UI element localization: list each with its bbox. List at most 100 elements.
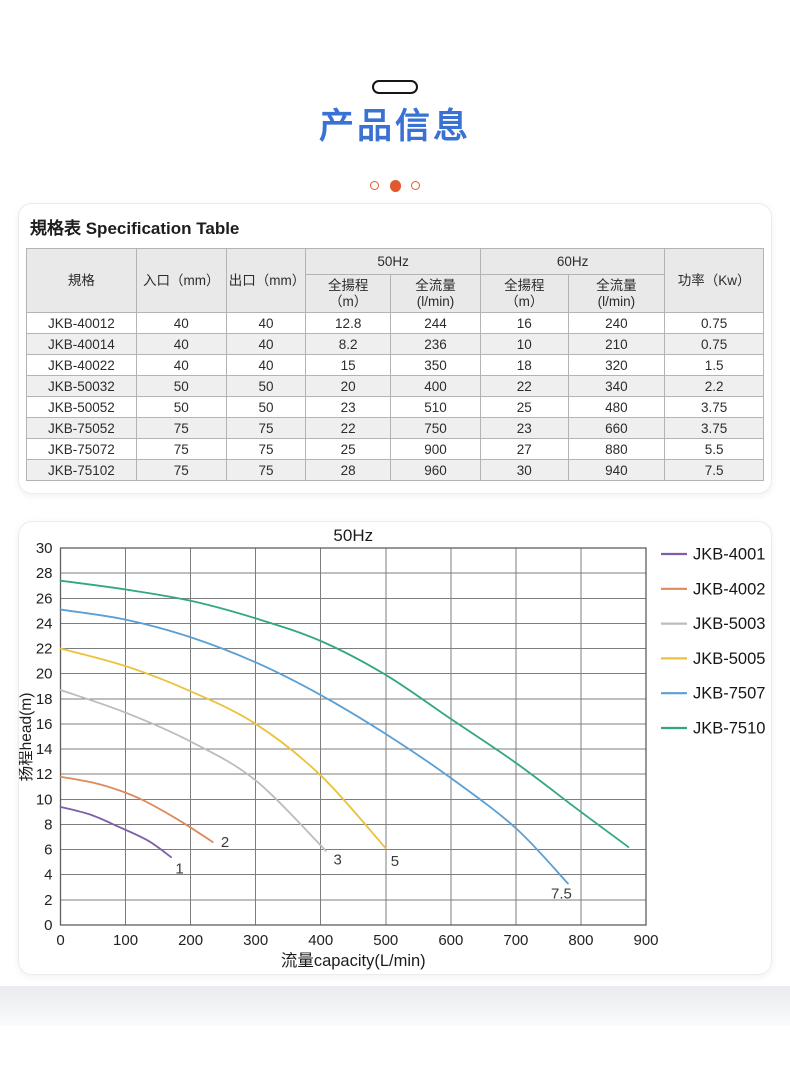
spec-cell: 750 [390, 417, 481, 439]
spec-cell: 40 [225, 312, 307, 334]
col-header-head-60hz: 全揚程 （m） [479, 274, 569, 313]
spec-cell: 16 [479, 312, 569, 334]
spec-cell: JKB-50032 [26, 375, 137, 397]
spec-cell: JKB-40022 [26, 354, 137, 376]
spec-table-body: JKB-40012 40 40 12.8 244 16 240 0.75 JKB-40014 40… [26, 312, 764, 481]
dot-solid-center [389, 179, 401, 192]
legend-item-JKB-4001: JKB-4001 [661, 546, 765, 564]
legend-item-JKB-5005: JKB-5005 [661, 650, 765, 668]
x-axis-label: 流量capacity(L/min) [281, 951, 426, 970]
legend-label: JKB-5005 [693, 650, 765, 668]
spec-cell: JKB-75072 [26, 438, 137, 460]
spec-cell: 22 [479, 375, 569, 397]
x-tick-label: 400 [308, 932, 333, 949]
spec-cell: 0.75 [664, 333, 764, 355]
spec-cell: 244 [390, 312, 481, 334]
spec-cell: 510 [390, 396, 481, 418]
col-header-outlet: 出口（mm） [225, 248, 307, 313]
spec-cell: 75 [225, 459, 307, 481]
legend-item-JKB-4002: JKB-4002 [661, 580, 765, 598]
spec-cell: 50 [225, 396, 307, 418]
spec-cell: 400 [390, 375, 481, 397]
spec-table-row: JKB-50032 50 50 20 400 22 340 2.2 [26, 375, 764, 397]
series-curve-JKB-5005 [59, 647, 387, 850]
x-tick-label: 600 [438, 932, 463, 949]
col-header-flow-60hz: 全流量 (l/min) [567, 274, 666, 313]
x-tick-label: 900 [633, 932, 658, 949]
col-group-50hz: 50Hz [305, 248, 481, 275]
spec-table: 規格 入口（mm） 出口（mm） 50Hz 60Hz 功率（Kw） 全揚程 （m… [26, 248, 764, 481]
y-tick-label: 24 [36, 615, 53, 632]
spec-cell: JKB-75102 [26, 459, 137, 481]
curve-end-label: 2 [221, 834, 229, 851]
y-axis-label: 扬程head(m) [19, 693, 35, 782]
y-tick-label: 30 [36, 540, 53, 557]
legend-label: JKB-7510 [693, 720, 765, 738]
y-tick-label: 14 [36, 741, 53, 758]
spec-cell: 25 [305, 438, 392, 460]
header-pill-decoration [372, 80, 418, 94]
chart-legend: JKB-4001 JKB-4002 JKB-5003 JKB-5005 JKB-7507… [661, 546, 765, 738]
spec-cell: 940 [567, 459, 666, 481]
spec-cell: 40 [135, 354, 227, 376]
col-header-power: 功率（Kw） [664, 248, 764, 313]
series-curve-JKB-5003 [59, 689, 327, 852]
spec-cell: 12.8 [305, 312, 392, 334]
col-group-60hz: 60Hz [479, 248, 666, 275]
spec-cell: 340 [567, 375, 666, 397]
spec-table-row: JKB-40014 40 40 8.2 236 10 210 0.75 [26, 333, 764, 355]
series-curve-JKB-7507 [59, 608, 569, 885]
y-tick-label: 18 [36, 691, 53, 708]
series-curve-JKB-4002 [59, 775, 214, 843]
spec-cell: JKB-40012 [26, 312, 137, 334]
col-header-head-50hz: 全揚程 （m） [305, 274, 392, 313]
spec-cell: 15 [305, 354, 392, 376]
spec-cell: 40 [135, 333, 227, 355]
spec-cell: 210 [567, 333, 666, 355]
spec-cell: 5.5 [664, 438, 764, 460]
spec-cell: 2.2 [664, 375, 764, 397]
spec-cell: 18 [479, 354, 569, 376]
legend-item-JKB-7510: JKB-7510 [661, 720, 765, 738]
spec-cell: 23 [305, 396, 392, 418]
spec-cell: 7.5 [664, 459, 764, 481]
chart-plot-border [59, 547, 647, 926]
spec-cell: 50 [225, 375, 307, 397]
pump-curve-chart: 0 100 200 300 400 500 600 700 800 900024681012141… [19, 526, 765, 970]
dot-hollow-left [370, 181, 380, 191]
x-tick-label: 200 [178, 932, 203, 949]
spec-cell: 40 [135, 312, 227, 334]
spec-table-row: JKB-75052 75 75 22 750 23 660 3.75 [26, 417, 764, 439]
y-tick-label: 10 [36, 791, 53, 808]
spec-cell: 27 [479, 438, 569, 460]
spec-table-row: JKB-40012 40 40 12.8 244 16 240 0.75 [26, 312, 764, 334]
spec-cell: 320 [567, 354, 666, 376]
spec-cell: 960 [390, 459, 481, 481]
y-tick-label: 16 [36, 716, 53, 733]
page-title: 产品信息 [318, 107, 471, 146]
series-curve-JKB-7510 [59, 579, 630, 848]
spec-cell: 22 [305, 417, 392, 439]
x-tick-label: 100 [113, 932, 138, 949]
spec-table-row: JKB-75072 75 75 25 900 27 880 5.5 [26, 438, 764, 460]
spec-cell: JKB-50052 [26, 396, 137, 418]
x-tick-label: 0 [56, 932, 64, 949]
legend-item-JKB-7507: JKB-7507 [661, 685, 765, 703]
y-tick-label: 28 [36, 565, 53, 582]
dot-hollow-right [410, 181, 420, 191]
spec-table-row: JKB-40022 40 40 15 350 18 320 1.5 [26, 354, 764, 376]
spec-cell: 3.75 [664, 417, 764, 439]
spec-cell: JKB-40014 [26, 333, 137, 355]
spec-cell: 23 [479, 417, 569, 439]
y-tick-label: 20 [36, 666, 53, 683]
y-tick-label: 26 [36, 590, 53, 607]
header-dots-decoration [0, 179, 790, 193]
spec-cell: 1.5 [664, 354, 764, 376]
spec-cell: 240 [567, 312, 666, 334]
spec-cell: 480 [567, 396, 666, 418]
spec-cell: 40 [225, 354, 307, 376]
x-tick-label: 500 [373, 932, 398, 949]
y-tick-label: 12 [36, 766, 53, 783]
y-tick-label: 22 [36, 641, 53, 658]
spec-cell: 75 [225, 438, 307, 460]
